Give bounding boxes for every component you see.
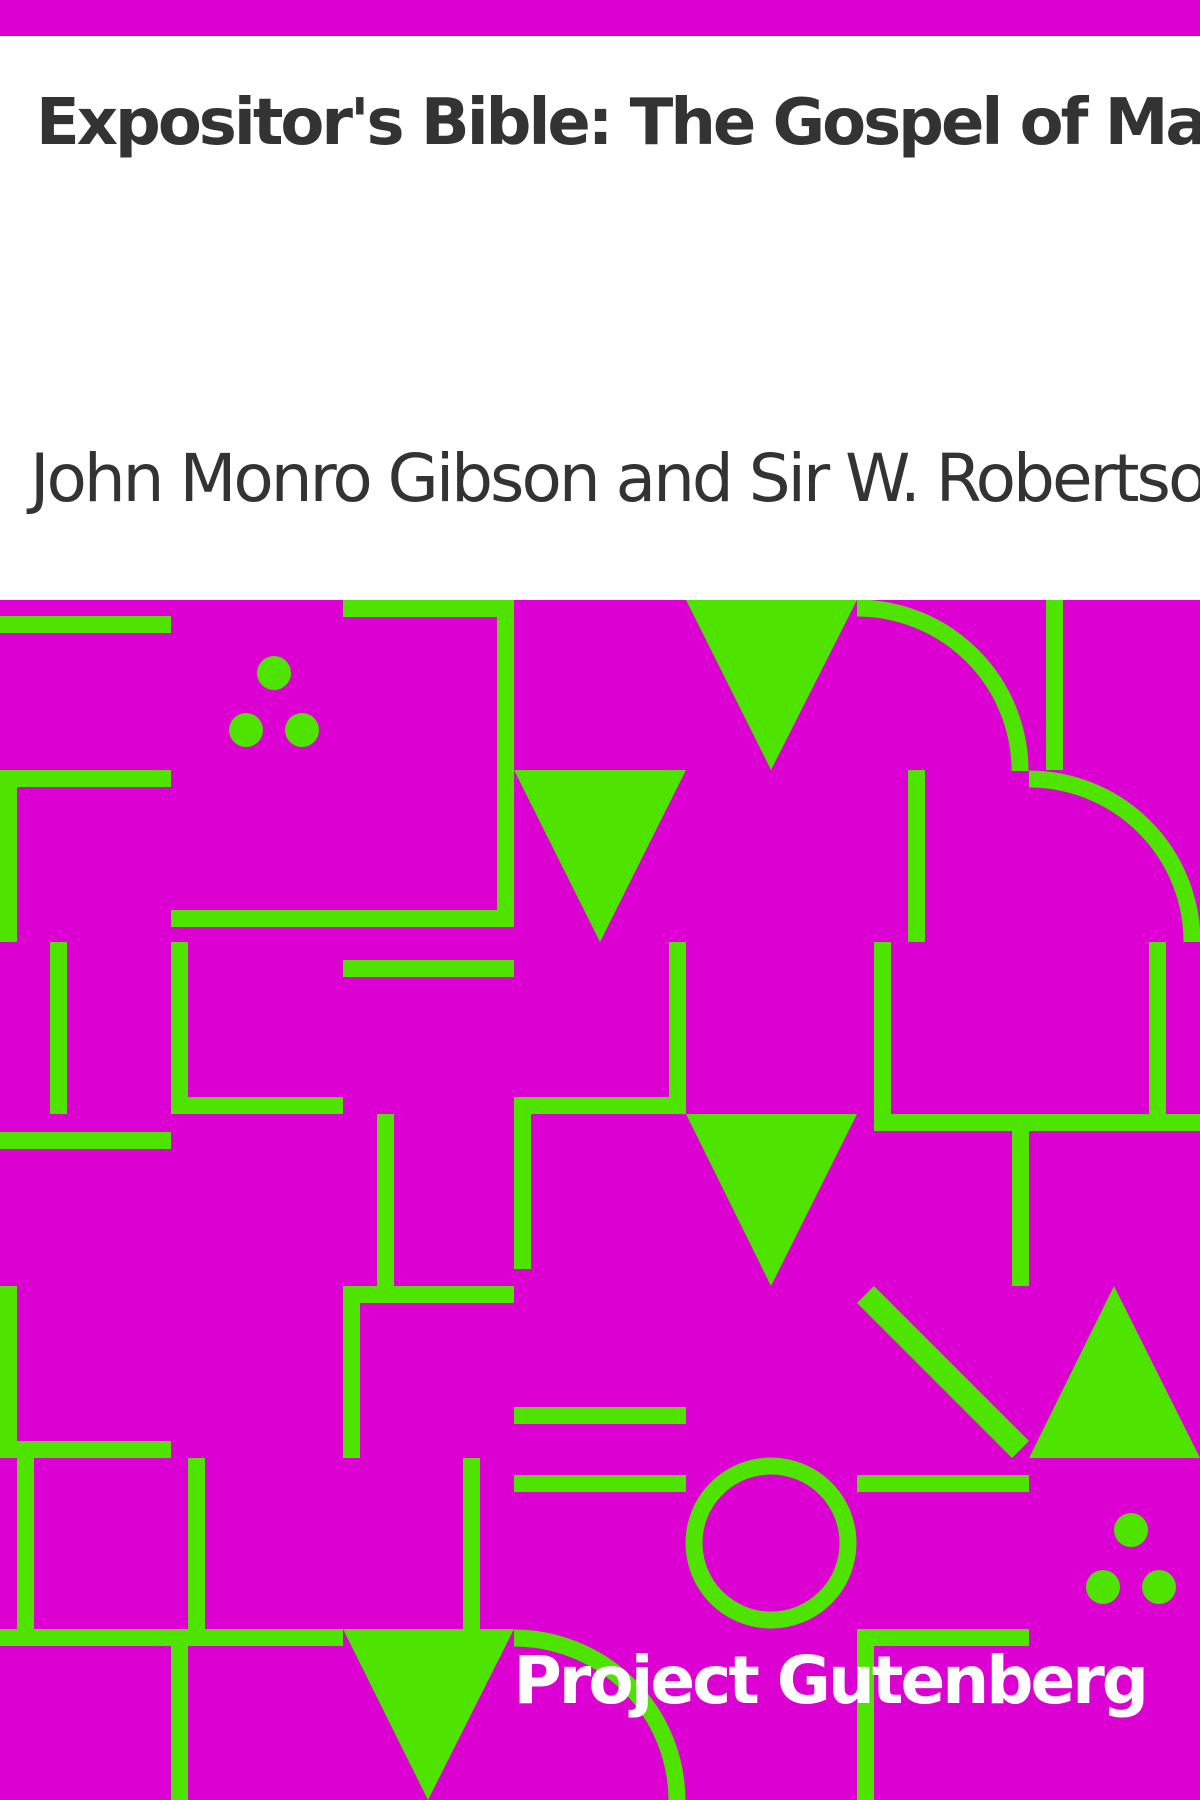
cover-pattern-art: [0, 600, 1200, 1800]
book-title: Expositor's Bible: The Gospel of Matthew: [36, 86, 1200, 160]
publisher-name: Project Gutenberg: [513, 1642, 1149, 1719]
book-author: John Monro Gibson and Sir W. Robertson: [30, 440, 1200, 517]
top-color-bar: [0, 0, 1200, 36]
